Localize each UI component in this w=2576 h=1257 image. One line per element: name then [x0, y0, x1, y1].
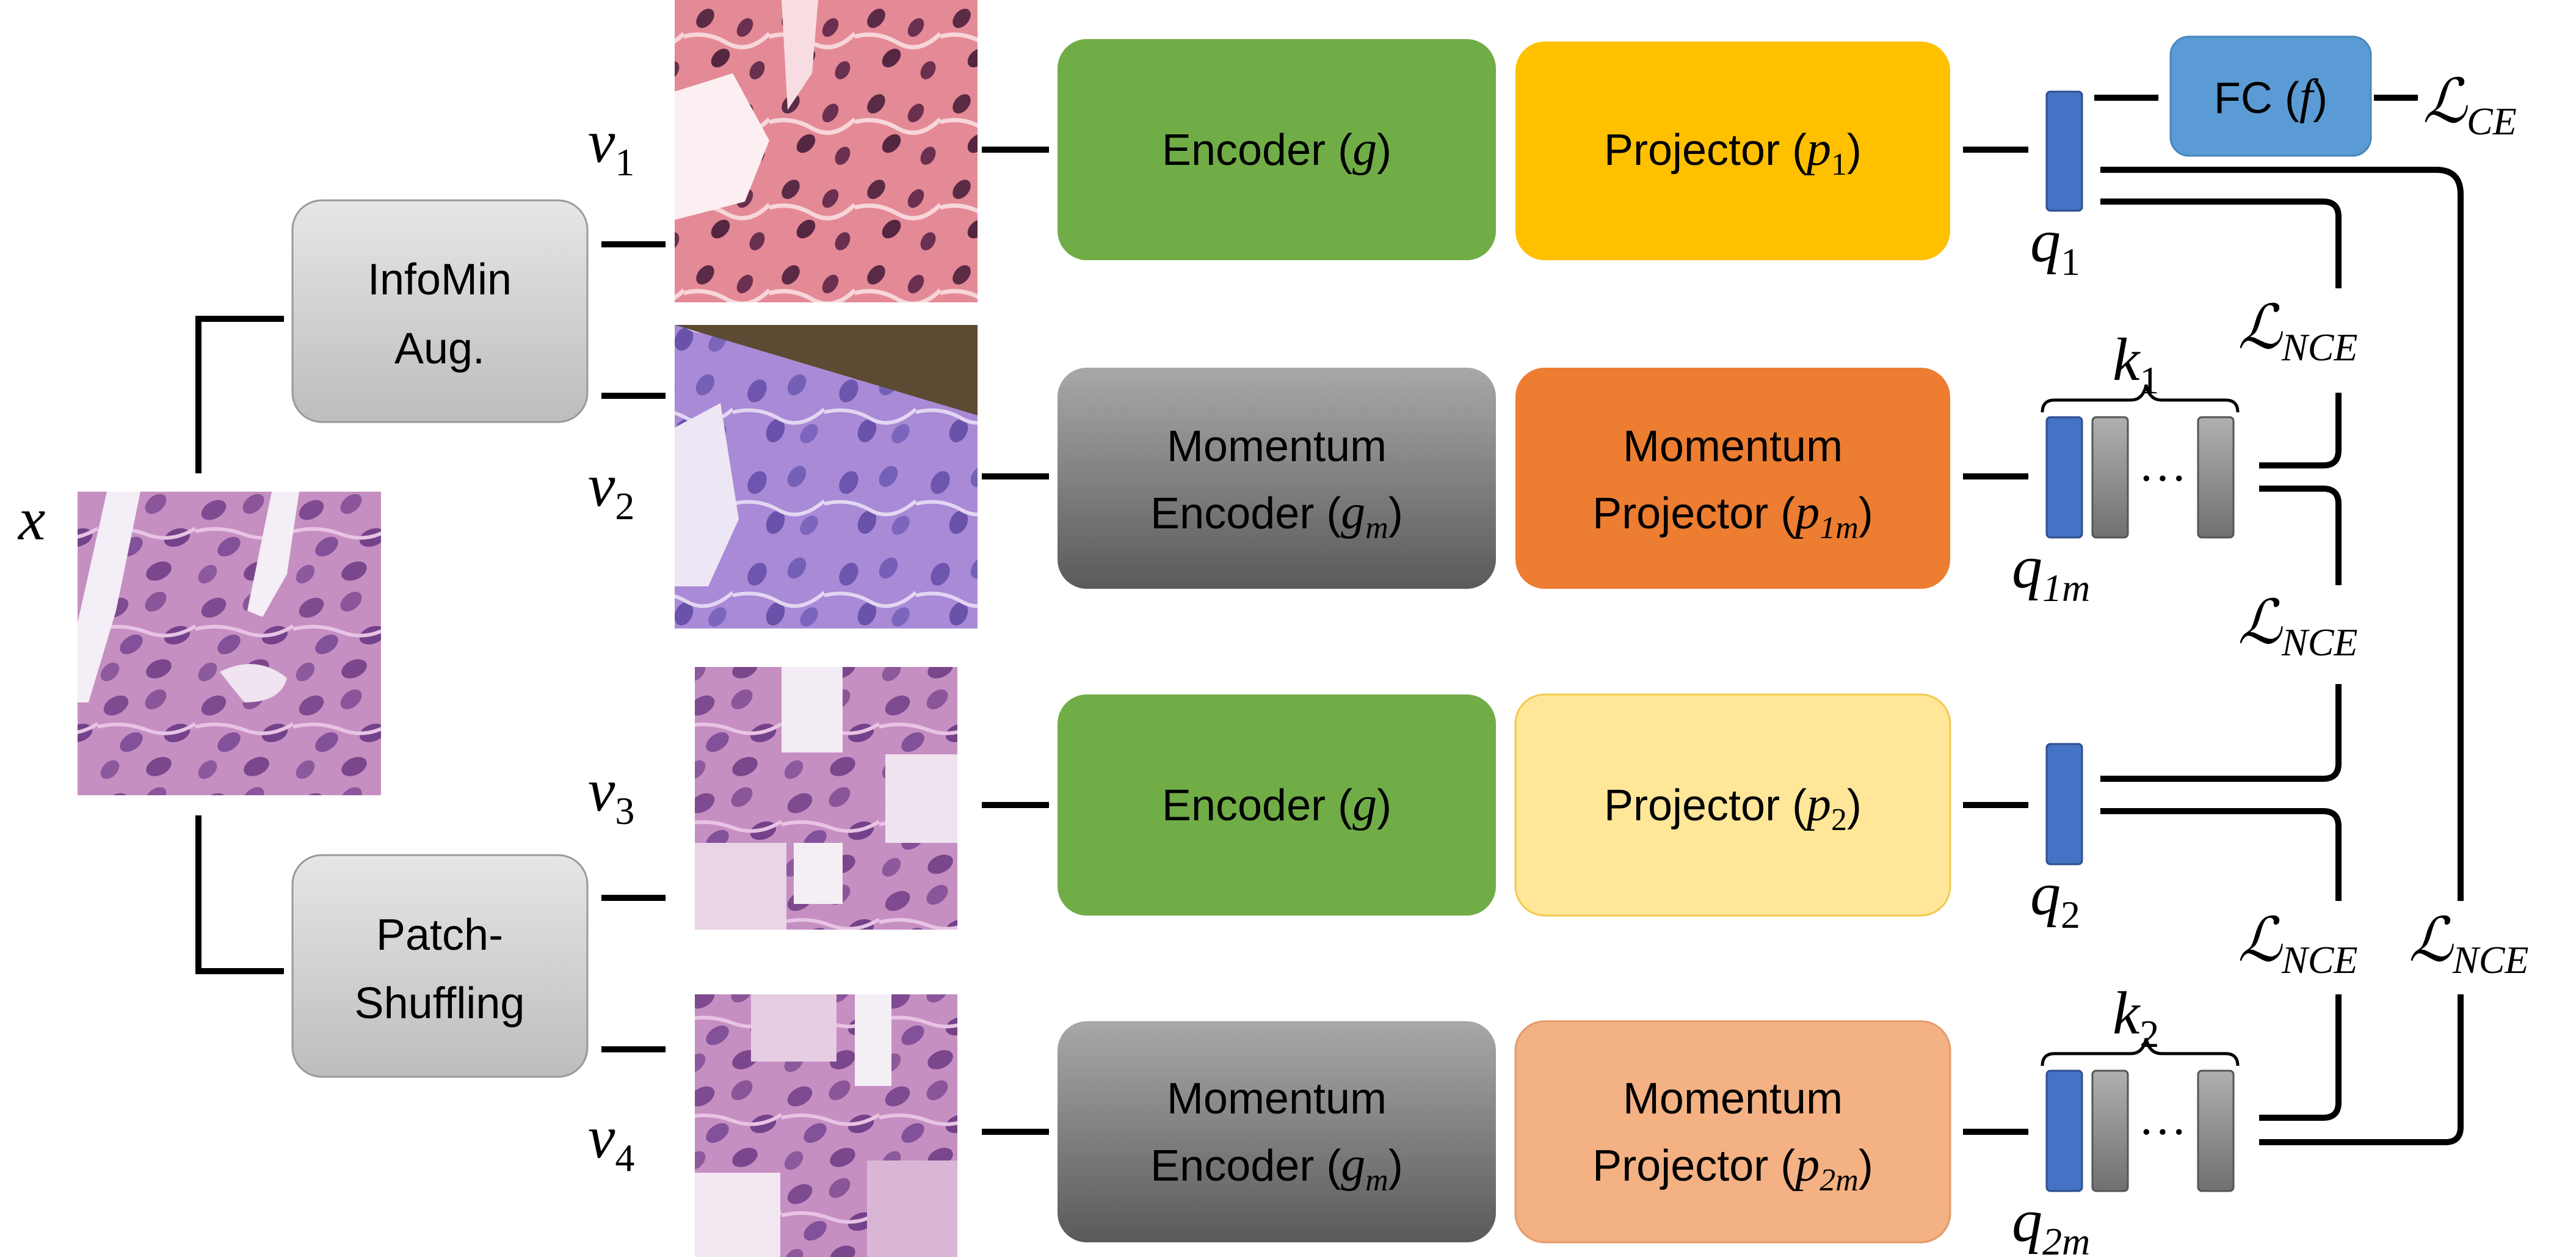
- queue-k2-slot2: [2197, 1069, 2235, 1192]
- fc-label: FC (f): [2214, 70, 2327, 124]
- view-v3-image: [695, 667, 957, 930]
- arrow-q2-to-nce-lower: [2100, 808, 2342, 902]
- momentum-projector-p2m-line1: Momentum: [1623, 1074, 1843, 1123]
- momentum-encoder-row4-line1: Momentum: [1167, 1074, 1387, 1123]
- arrow-x-to-patchshuffle: [195, 815, 285, 974]
- patch-shuffling-label-line2: Shuffling: [355, 979, 525, 1028]
- brace-k2: [2041, 1038, 2240, 1066]
- view-v2-label: v2: [588, 451, 634, 528]
- arrow-k1-to-nce-top: [2259, 392, 2342, 468]
- projector-p1-label: Projector (p1): [1604, 122, 1862, 182]
- projector-p2-label: Projector (p2): [1604, 778, 1862, 837]
- patch-shuffling-box: Patch- Shuffling: [291, 854, 589, 1078]
- encoder-row3-label: Encoder (g): [1162, 778, 1391, 831]
- queue-k1-slot1: [2091, 416, 2129, 539]
- input-label: x: [17, 485, 45, 553]
- q1-vector: [2045, 90, 2083, 212]
- loss-nce-4-label: ℒNCE: [2409, 906, 2529, 982]
- view-v1-label: v1: [588, 107, 634, 184]
- momentum-projector-p1m-line2: Projector (p1m): [1592, 486, 1873, 545]
- loss-ce-label: ℒCE: [2423, 68, 2517, 143]
- q2m-label: q2m: [2012, 1187, 2090, 1257]
- view-v4-image: [695, 994, 957, 1257]
- arrow-k1-to-nce-mid: [2259, 486, 2342, 586]
- momentum-projector-p2m-box: Momentum Projector (p2m): [1514, 1020, 1951, 1244]
- momentum-projector-p1m-box: Momentum Projector (p1m): [1515, 368, 1950, 589]
- encoder-row1-box: Encoder (g): [1058, 39, 1496, 260]
- loss-nce-3-label: ℒNCE: [2238, 906, 2358, 982]
- momentum-encoder-row4-box: Momentum Encoder (gm): [1058, 1021, 1496, 1242]
- infomin-aug-box: InfoMin Aug.: [291, 199, 589, 423]
- arrow-q1-to-nce-top: [2100, 199, 2342, 289]
- fc-box: FC (f): [2169, 35, 2372, 157]
- loss-nce-2-label: ℒNCE: [2238, 589, 2358, 664]
- momentum-encoder-row4-line2: Encoder (gm): [1150, 1138, 1403, 1198]
- momentum-encoder-row2-box: Momentum Encoder (gm): [1058, 368, 1496, 589]
- infomin-label-line1: InfoMin: [368, 255, 512, 304]
- queue-k1-dots: ···: [2138, 452, 2187, 506]
- arrow-x-to-infomin: [195, 316, 285, 473]
- patch-shuffling-label-line1: Patch-: [376, 911, 503, 960]
- encoder-row3-box: Encoder (g): [1058, 694, 1496, 916]
- brace-k1: [2041, 384, 2240, 413]
- q2m-vector: [2045, 1069, 2083, 1192]
- view-v2-image: [675, 325, 978, 628]
- encoder-row1-label: Encoder (g): [1162, 122, 1391, 176]
- q1m-label: q1m: [2012, 533, 2090, 610]
- momentum-projector-p1m-line1: Momentum: [1623, 422, 1843, 471]
- arrow-q2-to-nce-mid: [2100, 683, 2342, 782]
- q2-label: q2: [2030, 860, 2080, 936]
- momentum-encoder-row2-line1: Momentum: [1167, 422, 1387, 471]
- queue-k2-dots: ···: [2138, 1106, 2187, 1159]
- projector-p2-box: Projector (p2): [1514, 693, 1951, 917]
- momentum-encoder-row2-line2: Encoder (gm): [1150, 486, 1403, 545]
- k2-label: k2: [2113, 979, 2159, 1055]
- q1m-vector: [2045, 416, 2083, 539]
- view-v3-label: v3: [588, 756, 634, 833]
- input-tissue-image: [78, 492, 381, 795]
- q1-label: q1: [2030, 207, 2080, 283]
- momentum-projector-p2m-line2: Projector (p2m): [1592, 1138, 1873, 1198]
- queue-k1-slot2: [2197, 416, 2235, 539]
- q2-vector: [2045, 743, 2083, 865]
- arrow-q1-to-nce-right: [2100, 167, 2464, 902]
- projector-p1-box: Projector (p1): [1515, 42, 1950, 260]
- k1-label: k1: [2113, 326, 2159, 402]
- arrow-k2-to-nce-right: [2259, 994, 2464, 1145]
- queue-k2-slot1: [2091, 1069, 2129, 1192]
- view-v4-label: v4: [588, 1103, 634, 1179]
- loss-nce-1-label: ℒNCE: [2238, 294, 2358, 369]
- arrow-k2-to-nce-lower: [2259, 994, 2342, 1121]
- view-v1-image: [675, 0, 978, 302]
- infomin-label-line2: Aug.: [394, 324, 485, 373]
